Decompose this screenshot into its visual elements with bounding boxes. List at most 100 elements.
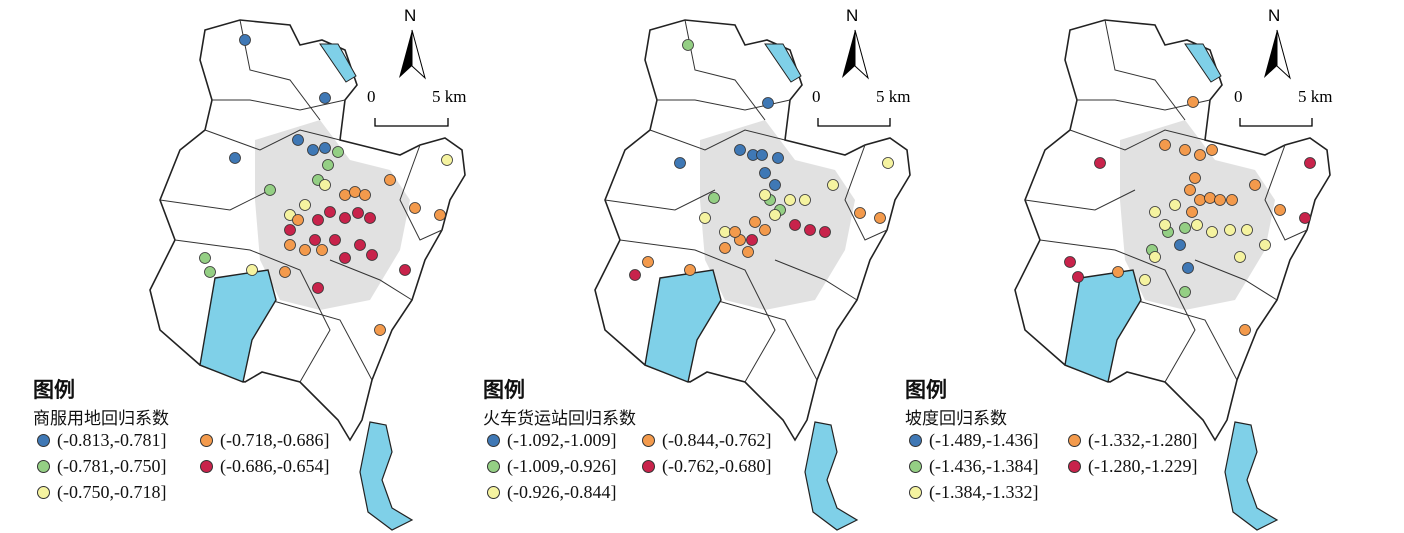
legend-label: (-0.686,-0.654] <box>220 456 330 476</box>
sample-point-class-5 <box>312 282 324 294</box>
sample-point-class-2 <box>1179 222 1191 234</box>
reservoir <box>764 43 802 83</box>
sample-point-class-3 <box>1224 224 1236 236</box>
scale-end: 5 km <box>876 87 911 106</box>
district-boundary <box>174 239 331 383</box>
district-boundary <box>844 144 888 241</box>
sample-point-class-5 <box>1072 271 1084 283</box>
north-label: N <box>1268 6 1281 25</box>
sample-point-class-4 <box>1186 206 1198 218</box>
circle-marker-icon <box>1068 434 1081 447</box>
scale-end: 5 km <box>432 87 467 106</box>
circle-marker-icon <box>487 486 500 499</box>
district-boundary <box>1264 144 1308 241</box>
sample-point-class-5 <box>789 219 801 231</box>
sample-point-class-1 <box>292 134 304 146</box>
circle-marker-icon <box>200 460 213 473</box>
map-panel-2 <box>594 19 911 531</box>
sample-point-class-4 <box>874 212 886 224</box>
urban-area <box>1120 120 1275 310</box>
sample-point-class-4 <box>384 174 396 186</box>
legend-item: (-1.332,-1.280] <box>1068 430 1197 451</box>
sample-point-class-3 <box>1159 219 1171 231</box>
scale-bar <box>1239 118 1313 127</box>
sample-point-class-4 <box>409 202 421 214</box>
sample-point-class-4 <box>359 189 371 201</box>
legend-variable: 商服用地回归系数 <box>33 409 169 429</box>
circle-marker-icon <box>200 434 213 447</box>
district-boundary <box>1039 239 1196 383</box>
sample-point-class-4 <box>1189 172 1201 184</box>
north-label: N <box>404 6 417 25</box>
legend-label: (-1.332,-1.280] <box>1088 430 1198 450</box>
circle-marker-icon <box>642 434 655 447</box>
district-boundary <box>1069 129 1206 151</box>
north-arrow-icon <box>1276 29 1291 80</box>
sample-point-class-3 <box>441 154 453 166</box>
north-label: N <box>846 6 859 25</box>
sample-point-class-4 <box>1187 96 1199 108</box>
scale-zero: 0 <box>1234 87 1243 106</box>
legend-label: (-0.926,-0.844] <box>507 482 617 502</box>
legend-title: 图例 <box>33 378 75 402</box>
district-boundary <box>1104 19 1186 121</box>
legend-item: (-0.750,-0.718] <box>37 482 166 503</box>
sample-point-class-4 <box>284 239 296 251</box>
circle-marker-icon <box>1068 460 1081 473</box>
sample-point-class-4 <box>349 186 361 198</box>
lake <box>1064 269 1142 383</box>
district-boundary <box>1194 259 1278 301</box>
sample-point-class-4 <box>684 264 696 276</box>
district-boundary <box>649 129 786 151</box>
district-boundary <box>329 259 413 301</box>
legend-item: (-0.844,-0.762] <box>642 430 771 451</box>
sample-point-class-2 <box>708 192 720 204</box>
sample-point-class-1 <box>239 34 251 46</box>
sample-point-class-3 <box>759 189 771 201</box>
legend-item: (-0.762,-0.680] <box>642 456 771 477</box>
sample-point-class-4 <box>339 189 351 201</box>
district-boundary <box>1077 99 1211 111</box>
district-boundary <box>269 299 373 381</box>
sample-point-class-4 <box>1194 149 1206 161</box>
sample-point-class-4 <box>1194 194 1206 206</box>
reservoir <box>319 43 357 83</box>
sample-point-class-4 <box>316 244 328 256</box>
circle-marker-icon <box>909 434 922 447</box>
sample-point-class-4 <box>642 256 654 268</box>
sample-point-class-5 <box>309 234 321 246</box>
sample-point-class-5 <box>354 239 366 251</box>
lake <box>644 269 722 383</box>
sample-point-class-4 <box>1179 144 1191 156</box>
legend-variable: 火车货运站回归系数 <box>483 409 636 429</box>
sample-point-class-5 <box>352 207 364 219</box>
sample-point-class-5 <box>629 269 641 281</box>
district-boundary <box>204 129 341 151</box>
map-panel-1 <box>149 19 466 531</box>
sample-point-class-5 <box>339 252 351 264</box>
sample-point-class-1 <box>307 144 319 156</box>
sample-point-class-4 <box>1206 144 1218 156</box>
legend-item: (-0.781,-0.750] <box>37 456 166 477</box>
sample-point-class-4 <box>1274 204 1286 216</box>
sample-point-class-5 <box>1304 157 1316 169</box>
river <box>1224 421 1279 531</box>
sample-point-class-3 <box>299 199 311 211</box>
scale-zero: 0 <box>367 87 376 106</box>
reservoir <box>1184 43 1222 83</box>
sample-point-class-3 <box>1139 274 1151 286</box>
sample-point-class-1 <box>759 167 771 179</box>
legend-label: (-0.813,-0.781] <box>57 430 167 450</box>
legend-title: 图例 <box>483 378 525 402</box>
legend-label: (-1.092,-1.009] <box>507 430 617 450</box>
sample-point-class-4 <box>729 226 741 238</box>
sample-point-class-5 <box>366 249 378 261</box>
sample-point-class-1 <box>1182 262 1194 274</box>
legend-item: (-1.436,-1.384] <box>909 456 1038 477</box>
legend-item: (-1.009,-0.926] <box>487 456 616 477</box>
sample-point-class-4 <box>1214 194 1226 206</box>
sample-point-class-3 <box>319 179 331 191</box>
sample-point-class-5 <box>324 206 336 218</box>
sample-point-class-3 <box>246 264 258 276</box>
